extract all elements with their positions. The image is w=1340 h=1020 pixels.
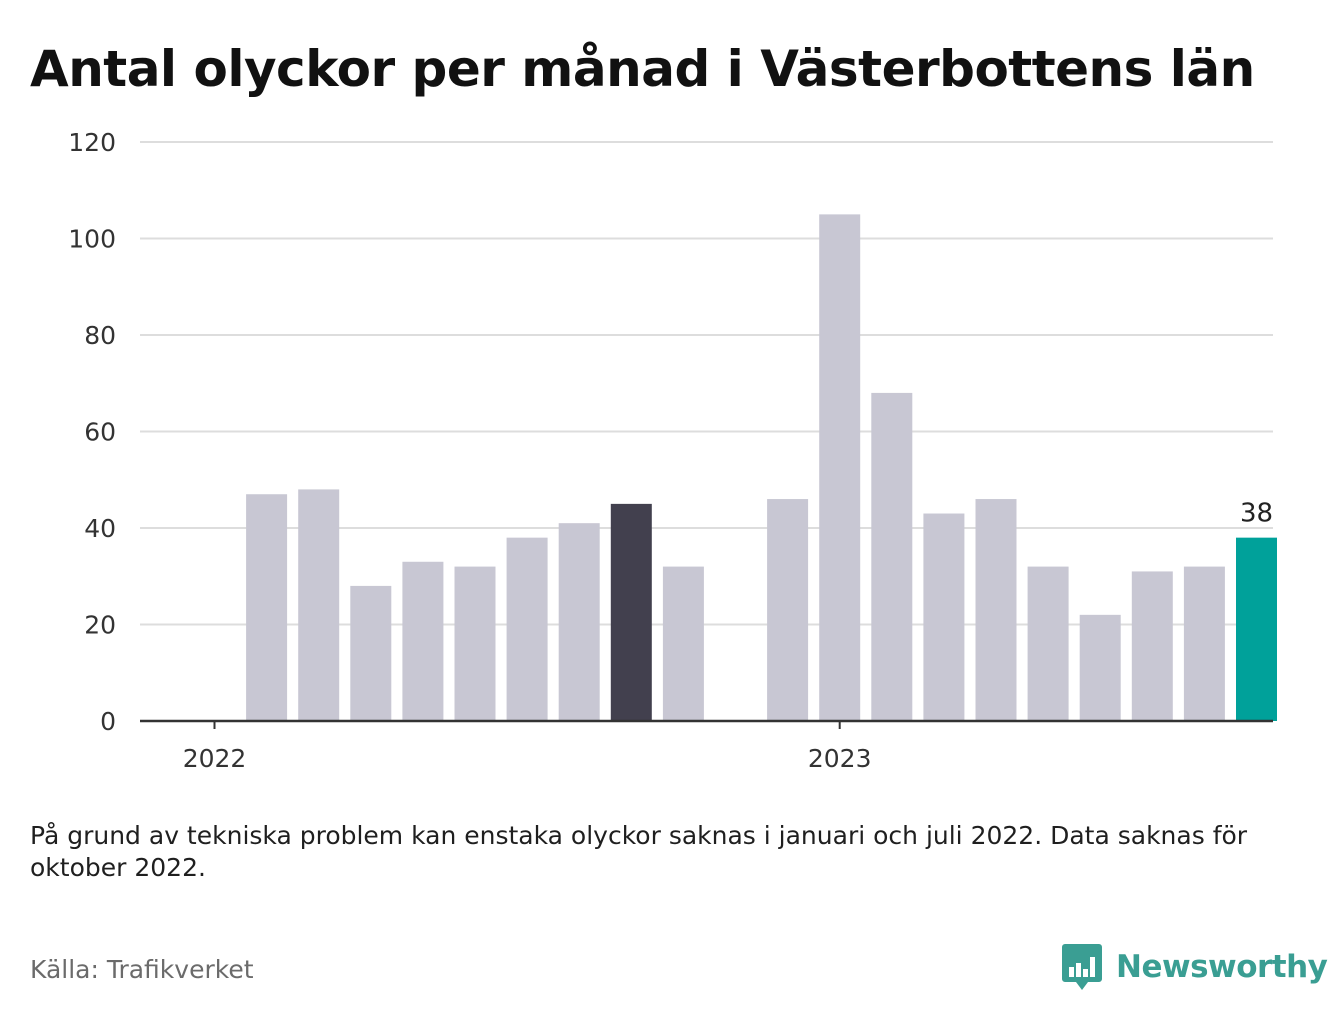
footnote: På grund av tekniska problem kan enstaka… <box>30 821 1248 882</box>
x-axis: 2022 2023 <box>140 719 1273 773</box>
y-tick-label: 120 <box>68 128 116 157</box>
y-tick-label: 0 <box>100 707 116 736</box>
y-tick-label: 60 <box>84 418 116 447</box>
bar-2023-09 <box>1236 537 1277 721</box>
bar-2023-02 <box>871 392 913 721</box>
bar-2022-07 <box>506 537 548 721</box>
bar-2023-07 <box>1131 571 1173 721</box>
page-title: Antal olyckor per månad i Västerbottens … <box>30 40 1255 98</box>
bar-2022-10 <box>662 566 704 721</box>
brand-logo: Newsworthy <box>1062 942 1328 992</box>
bar-2022-04 <box>350 585 392 721</box>
bars <box>246 214 1277 721</box>
bar-2023-01 <box>819 214 861 721</box>
bar-2022-08 <box>558 523 600 721</box>
bar-2022-12 <box>767 499 809 721</box>
brand-name: Newsworthy <box>1116 949 1328 985</box>
bar-2022-03 <box>298 489 340 721</box>
y-tick-label: 80 <box>84 321 116 350</box>
bar-2023-03 <box>923 513 965 721</box>
bar-2023-05 <box>1027 566 1069 721</box>
x-tick-label: 2023 <box>808 744 872 773</box>
bar-2022-05 <box>402 561 444 721</box>
bar-2022-06 <box>454 566 496 721</box>
y-tick-label: 20 <box>84 611 116 640</box>
newsworthy-chat-bars-icon <box>1062 944 1102 990</box>
x-tick-label: 2022 <box>183 744 247 773</box>
bar-2023-04 <box>975 499 1017 721</box>
data-label: 38 <box>1240 499 1273 529</box>
y-tick-label: 40 <box>84 514 116 543</box>
y-axis-ticks: 0 20 40 60 80 100 120 <box>68 128 116 736</box>
bar-2023-08 <box>1183 566 1225 721</box>
bar-2022-09 <box>610 503 652 721</box>
data-labels: 38 <box>1240 499 1273 529</box>
bar-chart: 0 20 40 60 80 100 120 38 2022 2023 <box>68 128 1277 773</box>
y-tick-label: 100 <box>68 225 116 254</box>
source-credit: Källa: Trafikverket <box>30 955 254 984</box>
bar-2023-06 <box>1079 614 1121 721</box>
bar-2022-02 <box>246 494 288 721</box>
